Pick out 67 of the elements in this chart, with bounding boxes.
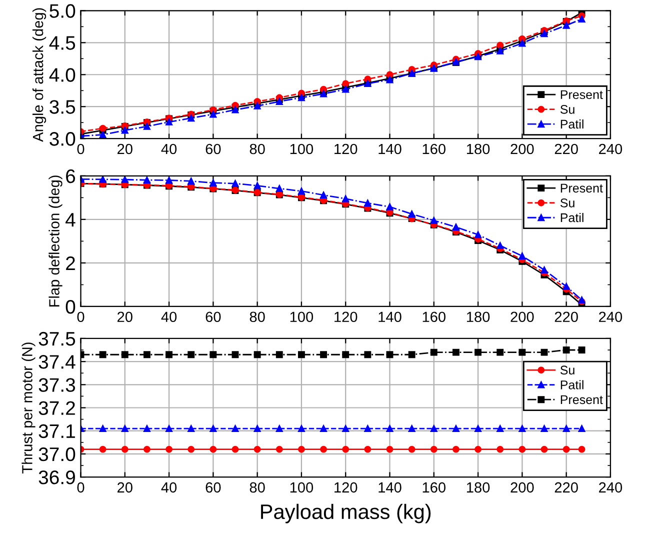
y-tick-label: 3.0: [50, 132, 76, 146]
x-tick-label: 0: [77, 482, 84, 493]
x-tick-label: 40: [161, 312, 177, 322]
x-tick-label: 0: [77, 144, 84, 154]
x-tick-label: 220: [554, 482, 578, 493]
x-tick-label: 40: [161, 482, 177, 493]
x-tick-label: 200: [510, 312, 534, 322]
x-tick-label: 140: [378, 312, 402, 322]
x-tick-label: 160: [422, 144, 446, 154]
legend-label: Present: [560, 184, 603, 193]
x-tick-label: 80: [250, 482, 265, 493]
x-tick-label: 120: [334, 482, 358, 493]
y-tick-label: 37.2: [38, 401, 75, 415]
x-tick-label: 80: [250, 312, 265, 322]
y-axis-title: Flap deflection (deg): [48, 176, 62, 306]
y-tick-label: 36.9: [38, 470, 75, 484]
y-tick-label: 4: [66, 213, 76, 226]
y-tick-label: 37.5: [38, 332, 76, 346]
legend-label: Su: [560, 198, 574, 208]
x-tick-label: 180: [466, 312, 490, 322]
x-tick-label: 100: [290, 482, 314, 493]
legend-label: Present: [560, 90, 603, 100]
y-tick-label: 37.4: [38, 355, 76, 369]
x-tick-label: 0: [77, 312, 84, 322]
y-tick-label: 2: [66, 256, 75, 270]
x-tick-label: 160: [422, 482, 446, 493]
legend-label: Patil: [560, 119, 584, 129]
y-axis-title: Angle of attack (deg): [32, 8, 46, 142]
y-tick-label: 5.0: [50, 4, 76, 18]
x-tick-label: 200: [510, 482, 534, 493]
x-tick-label: 220: [554, 144, 578, 154]
y-tick-label: 3.5: [50, 100, 76, 114]
x-tick-label: 140: [378, 482, 402, 493]
x-tick-label: 100: [290, 144, 314, 154]
x-tick-label: 60: [206, 312, 221, 322]
x-tick-label: 120: [334, 312, 358, 322]
legend-label: Patil: [560, 380, 584, 390]
x-tick-label: 60: [206, 482, 221, 493]
x-tick-label: 220: [554, 312, 578, 322]
x-tick-label: 160: [422, 312, 446, 322]
y-tick-label: 4.0: [49, 68, 76, 82]
y-tick-label: 37.3: [38, 378, 76, 392]
x-tick-label: 180: [466, 144, 490, 154]
x-tick-label: 20: [118, 312, 132, 322]
x-tick-label: 40: [161, 144, 177, 154]
x-tick-label: 60: [206, 144, 221, 154]
y-tick-label: 6: [66, 169, 76, 184]
y-tick-label: 37.1: [38, 424, 75, 438]
legend-label: Patil: [560, 212, 584, 222]
x-tick-label: 200: [510, 144, 534, 154]
x-tick-label: 180: [466, 482, 490, 493]
legend-label: Su: [560, 104, 574, 114]
x-tick-label: 20: [118, 144, 132, 154]
legend-label: Present: [560, 395, 603, 404]
legend-label: Su: [560, 366, 574, 375]
x-tick-label: 140: [378, 144, 402, 154]
x-tick-label: 20: [118, 482, 132, 493]
x-tick-label: 80: [250, 144, 265, 154]
x-tick-label: 240: [599, 144, 622, 154]
x-tick-label: 240: [599, 312, 622, 322]
y-tick-label: 4.5: [49, 36, 76, 50]
x-tick-label: 100: [290, 312, 314, 322]
y-tick-label: 37.0: [38, 447, 76, 462]
x-tick-label: 240: [599, 482, 622, 493]
x-axis-title: Payload mass (kg): [261, 504, 431, 524]
x-tick-label: 120: [334, 144, 358, 154]
y-axis-title: Thrust per motor (N): [22, 342, 36, 474]
